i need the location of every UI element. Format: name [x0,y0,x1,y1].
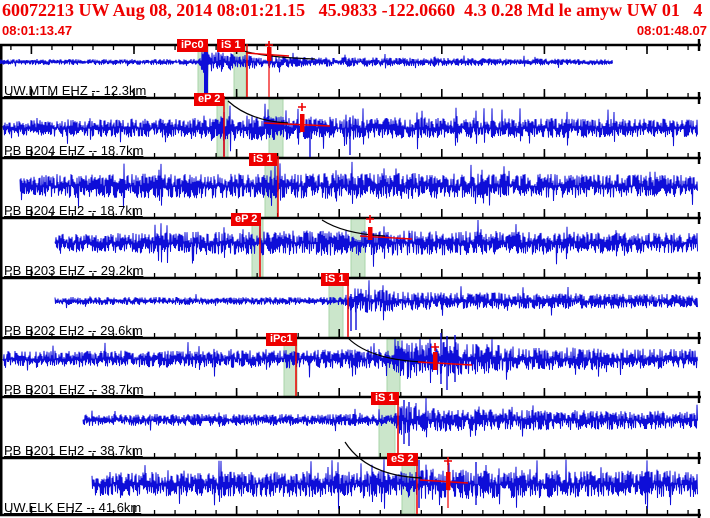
pick-flag-trace8-s[interactable]: eS 2 [387,453,418,466]
pick-flag-trace3-s[interactable]: iS 1 [249,153,277,166]
plot-left-border [0,45,3,516]
pick-flag-trace7-s[interactable]: iS 1 [371,392,399,405]
station-label-pb-b204-eh2[interactable]: PB B204 EH2 -- 18.7km [4,203,143,218]
window-start-time: 08:01:13.47 [2,23,73,38]
station-label-pb-b202-eh2[interactable]: PB B202 EH2 -- 29.6km [4,323,143,338]
pick-flag-trace2-p[interactable]: eP 2 [194,93,225,106]
amplitude-bar [446,472,451,490]
pick-flag-trace5-s[interactable]: iS 1 [321,273,349,286]
event-header-title: 60072213 UW Aug 08, 2014 08:01:21.15 45.… [2,0,703,20]
pick-flag-trace4-p[interactable]: eP 2 [231,213,262,226]
station-label-uw-elk-ehz[interactable]: UW.ELK EHZ -- 41.6km [4,500,142,515]
pick-flag-trace1-p[interactable]: iPc0 [177,39,208,52]
pick-flag-trace6-p[interactable]: iPc1 [266,333,297,346]
coda-decay-curve [227,100,289,124]
amplitude-cross-marker [298,103,306,111]
amplitude-cross-marker [265,41,273,49]
amplitude-level-line [263,122,331,127]
waveform-trace-8 [91,459,698,510]
station-label-pb-b204-ehz[interactable]: PB B204 EHZ -- 18.7km [4,143,144,158]
waveform-trace-3 [19,161,698,209]
trace-row-3[interactable] [0,158,710,218]
station-label-uw-mtm-ehz[interactable]: UW.MTM EHZ -- 12.3km [4,83,147,98]
coda-decay-curve [347,337,426,363]
coda-decay-curve [321,219,386,237]
waveform-trace-5 [54,280,698,321]
station-label-pb-b201-eh2[interactable]: PB B201 EH2 -- 38.7km [4,443,143,458]
amplitude-level-line [419,479,469,484]
coda-decay-curve [344,441,423,479]
trace-row-1[interactable] [0,46,710,98]
amplitude-cross-marker [366,215,374,223]
waveform-trace-7 [82,397,698,438]
waveform-clipped-burst [204,40,208,96]
trace-row-7[interactable] [0,397,710,458]
window-end-time: 08:01:48.07 [636,23,707,38]
pick-flag-trace1-s[interactable]: iS 1 [217,39,245,52]
amplitude-bar [433,352,438,370]
trace-row-4[interactable] [0,218,710,278]
station-label-pb-b203-ehz[interactable]: PB B203 EHZ -- 29.2km [4,263,144,278]
trace-row-6[interactable] [0,338,710,397]
amplitude-level-line [417,361,473,366]
waveform-trace-6 [2,338,698,384]
amplitude-bar [300,114,305,132]
station-label-pb-b201-ehz[interactable]: PB B201 EHZ -- 38.7km [4,382,144,397]
trace-row-2[interactable] [0,98,710,158]
trace-row-5[interactable] [0,278,710,338]
waveform-trace-1 [0,46,613,82]
amplitude-cross-marker [444,457,452,465]
trace-row-8[interactable] [0,458,710,515]
amplitude-bar [267,47,272,61]
amplitude-cross-marker [431,343,439,351]
waveform-trace-4 [54,219,698,267]
amplitude-bar [368,227,373,240]
